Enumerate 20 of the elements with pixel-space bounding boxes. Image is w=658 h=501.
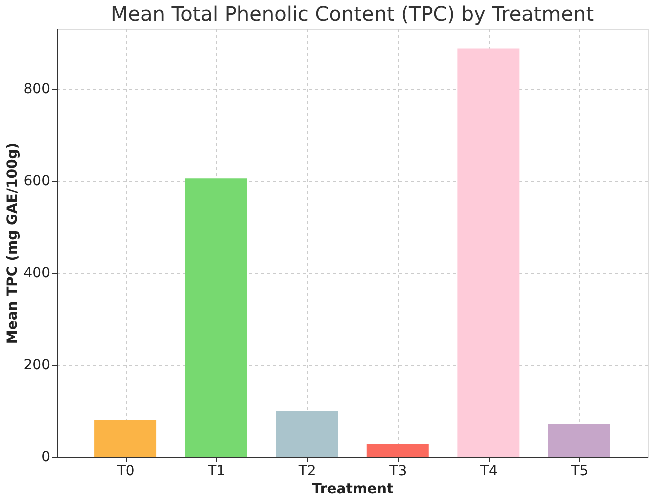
bar — [276, 411, 338, 457]
y-tick-label: 800 — [24, 81, 50, 98]
x-tick-label: T5 — [570, 464, 589, 480]
x-tick-label: T0 — [116, 464, 135, 480]
y-tick-label: 0 — [42, 450, 50, 466]
x-axis-title: Treatment — [312, 482, 394, 498]
x-tick-label: T1 — [207, 464, 226, 480]
bar — [185, 178, 248, 457]
y-axis-title: Mean TPC (mg GAE/100g) — [4, 142, 21, 344]
bar — [94, 420, 157, 457]
x-tick-label: T4 — [479, 464, 498, 480]
y-tick-label: 400 — [24, 265, 50, 282]
x-tick-label: T2 — [298, 464, 316, 480]
bar — [548, 424, 610, 457]
x-tick-label: T3 — [388, 464, 408, 480]
y-tick-label: 600 — [24, 173, 50, 190]
bar — [458, 48, 520, 457]
chart-title: Mean Total Phenolic Content (TPC) by Treatment — [110, 2, 594, 26]
bar — [366, 444, 429, 457]
y-tick-label: 200 — [24, 357, 50, 374]
